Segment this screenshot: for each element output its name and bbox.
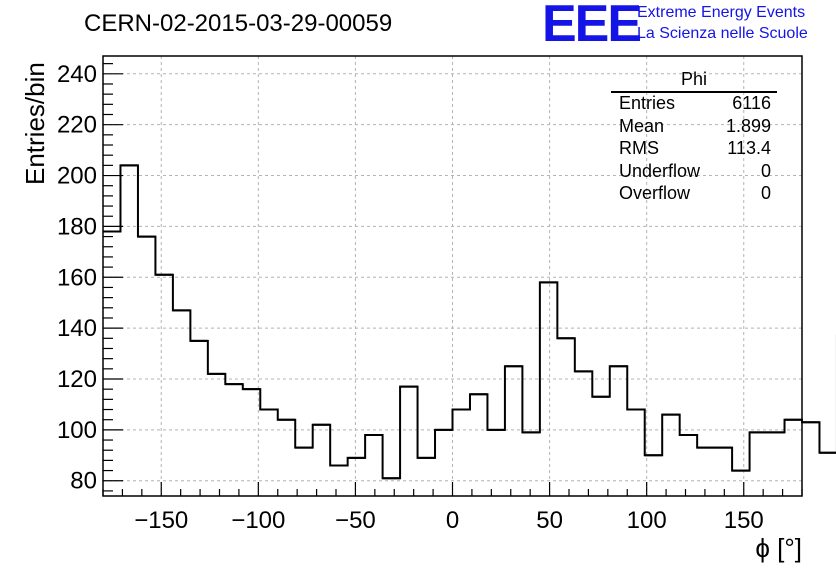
histogram-title: CERN-02-2015-03-29-00059 (84, 10, 393, 37)
stats-label: Entries (619, 93, 676, 113)
y-tick-label: 80 (70, 468, 97, 495)
stats-box: Phi Entries 6116 Mean 1.899 RMS 113.4 Un… (611, 69, 777, 206)
stats-label: Underflow (619, 160, 701, 181)
x-tick-label: 50 (536, 507, 563, 534)
stats-row-mean: Mean 1.899 (611, 116, 777, 139)
x-tick-label: −100 (231, 507, 285, 534)
stats-value: 6116 (732, 93, 771, 113)
y-axis-label: Entries/bin (20, 62, 50, 185)
y-tick-label: 160 (57, 264, 97, 291)
stats-value: 0 (760, 160, 771, 181)
y-tick-label: 200 (57, 163, 97, 190)
stats-value: 0 (760, 183, 771, 204)
y-tick-label: 220 (57, 112, 97, 139)
y-tick-label: 180 (57, 213, 97, 240)
y-tick-label: 240 (57, 61, 97, 88)
x-tick-label: 150 (724, 507, 764, 534)
x-tick-label: 0 (446, 507, 459, 534)
x-axis-label: ϕ [°] (755, 533, 802, 563)
histogram-outline (103, 164, 836, 480)
x-tick-label: 100 (627, 507, 667, 534)
eee-logo: EEE (542, 0, 642, 53)
x-tick-label: −150 (134, 507, 188, 534)
stats-row-overflow: Overflow 0 (611, 183, 777, 206)
stats-label: RMS (619, 138, 659, 159)
stats-row-entries: Entries 6116 (611, 93, 777, 116)
stats-row-underflow: Underflow 0 (611, 161, 777, 184)
y-tick-label: 100 (57, 417, 97, 444)
logo-caption-line2: La Scienza nelle Scuole (637, 25, 808, 42)
stats-value: 113.4 (727, 138, 771, 159)
logo-caption-line1: Extreme Energy Events (637, 4, 806, 21)
stats-value: 1.899 (725, 115, 771, 136)
stats-label: Overflow (619, 183, 691, 204)
y-tick-label: 120 (57, 366, 97, 393)
stats-label: Mean (619, 115, 665, 136)
stats-title: Phi (611, 69, 777, 93)
x-tick-label: −50 (335, 507, 376, 534)
stats-row-rms: RMS 113.4 (611, 138, 777, 161)
y-tick-label: 140 (57, 315, 97, 342)
